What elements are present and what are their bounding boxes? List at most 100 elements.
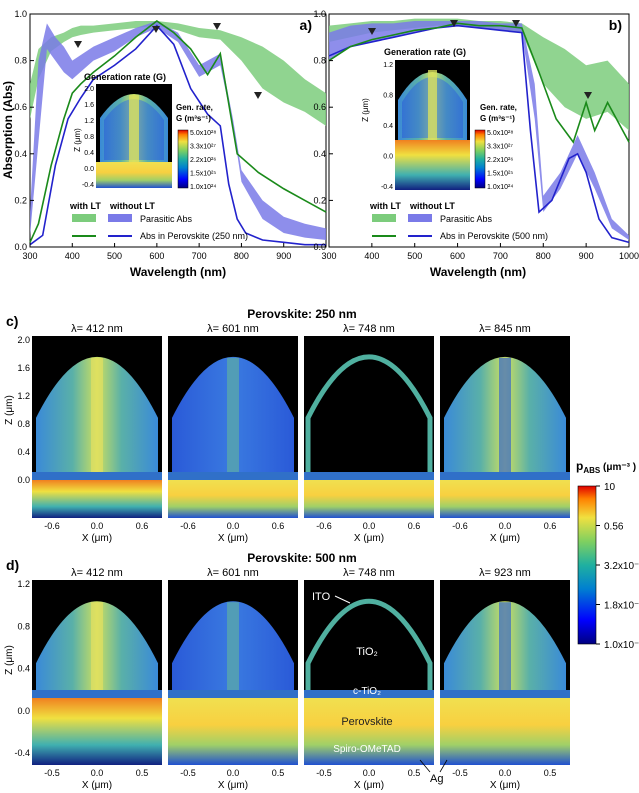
label-tio2: TiO₂ bbox=[356, 646, 378, 658]
ytick-label: 1.0 bbox=[313, 9, 326, 19]
map-xlabel: X (μm) bbox=[218, 780, 248, 791]
inset-ztick: 1.2 bbox=[383, 62, 393, 69]
legend-b-parasitic: Parasitic Abs bbox=[440, 214, 493, 224]
pabs-tick-label: 3.2x10⁻² bbox=[604, 561, 639, 572]
marker-triangle bbox=[152, 26, 160, 33]
panel-c-maps: λ= 412 nm -0.6 0.0 0.6 X (μm) λ= 601 nm -0.6 0.… bbox=[17, 323, 570, 544]
map-absorber-slab bbox=[304, 480, 434, 518]
map-ztick: 1.2 bbox=[17, 579, 30, 589]
map-ztick: 0.8 bbox=[17, 419, 30, 429]
map-xtick: 0.0 bbox=[363, 768, 376, 778]
legend-swatch-green-band bbox=[72, 214, 96, 222]
map-ztick: 0.0 bbox=[17, 706, 30, 716]
map-ctio2-layer bbox=[304, 472, 434, 480]
xtick-label: 800 bbox=[234, 251, 249, 261]
label-perovskite: Perovskite bbox=[341, 716, 392, 728]
inset-ztick: 2.0 bbox=[84, 86, 94, 93]
cbar-tick: 1.0x10²⁴ bbox=[190, 184, 216, 191]
legend-b-with-lt: with LT bbox=[369, 201, 401, 211]
legend-b-swatch-blue-band bbox=[408, 214, 432, 222]
map-ztick: 0.8 bbox=[17, 621, 30, 631]
map-xtick: -0.5 bbox=[180, 768, 196, 778]
pabs-tick-label: 1.0x10⁻⁴ bbox=[604, 640, 639, 651]
map-core bbox=[499, 357, 511, 480]
ytick-label: 0.4 bbox=[14, 149, 27, 159]
map-xlabel: X (μm) bbox=[354, 780, 384, 791]
map-xtick: -0.6 bbox=[452, 521, 468, 531]
legend-parasitic: Parasitic Abs bbox=[140, 214, 193, 224]
map-ztick: -0.4 bbox=[14, 748, 30, 758]
ytick-label: 0.4 bbox=[313, 149, 326, 159]
map-absorber-slab bbox=[440, 480, 570, 518]
map-ztick: 1.6 bbox=[17, 363, 30, 373]
map-xtick: 0.5 bbox=[272, 768, 285, 778]
inset-a-slab bbox=[96, 162, 172, 188]
map-wavelength-label: λ= 923 nm bbox=[479, 567, 531, 579]
map-xtick: -0.6 bbox=[180, 521, 196, 531]
panel-b-series bbox=[328, 18, 630, 244]
legend-swatch-blue-band bbox=[108, 214, 132, 222]
panel-b-xlabel: Wavelength (nm) bbox=[430, 265, 526, 279]
map-xtick: 0.5 bbox=[544, 768, 557, 778]
panel-c: c) Perovskite: 250 nm Z (μm) λ= 412 nm -0… bbox=[4, 307, 570, 544]
map-dome-shell bbox=[305, 354, 433, 483]
map-xtick: 0.5 bbox=[408, 768, 421, 778]
legend-abs-perov: Abs in Perovskite (250 nm) bbox=[140, 231, 248, 241]
pabs-title-sub: ABS bbox=[583, 466, 601, 475]
inset-a-cbar-title1: Gen. rate, bbox=[176, 103, 213, 112]
pabs-tick-label: 10 bbox=[604, 482, 616, 493]
pabs-title-unit: (μm⁻³ ) bbox=[600, 462, 636, 473]
map-core bbox=[91, 357, 103, 480]
map-ctio2-layer bbox=[304, 690, 434, 698]
inset-ztick: -0.4 bbox=[381, 184, 393, 191]
ito-pointer bbox=[334, 595, 351, 604]
map-absorber-slab bbox=[32, 480, 162, 518]
map-core bbox=[91, 602, 103, 698]
map-xtick: 0.0 bbox=[91, 521, 104, 531]
xtick-label: 600 bbox=[149, 251, 164, 261]
band-band-green-0 bbox=[30, 20, 326, 126]
xtick-label: 300 bbox=[22, 251, 37, 261]
panel-c-letter: c) bbox=[6, 313, 18, 329]
panel-a-legend: with LT without LT Parasitic Abs Abs in … bbox=[69, 201, 248, 241]
ytick-label: 0.8 bbox=[14, 56, 27, 66]
inset-b-slab bbox=[395, 140, 470, 190]
marker-triangle bbox=[584, 92, 592, 99]
cbar-tick: 1.5x10²⁵ bbox=[190, 171, 216, 178]
xtick-label: 700 bbox=[192, 251, 207, 261]
cbar-tick: 5.0x10²⁸ bbox=[487, 130, 513, 137]
ytick-label: 0.2 bbox=[14, 195, 27, 205]
panel-d-title: Perovskite: 500 nm bbox=[247, 551, 356, 565]
inset-ztick: 1.2 bbox=[84, 118, 94, 125]
marker-triangle bbox=[213, 23, 221, 30]
inset-a-hotspot bbox=[129, 95, 139, 162]
marker-triangle bbox=[74, 41, 82, 48]
inset-ztick: 0.4 bbox=[84, 150, 94, 157]
xtick-label: 500 bbox=[107, 251, 122, 261]
panel-b-inset: Generation rate (G) 1.2 0.8 0.4 0.0 -0.4 Z (… bbox=[361, 47, 517, 191]
xtick-label: 400 bbox=[65, 251, 80, 261]
marker-triangle bbox=[450, 20, 458, 27]
map-xlabel: X (μm) bbox=[490, 533, 520, 544]
map-ctio2-layer bbox=[32, 472, 162, 480]
map-xlabel: X (μm) bbox=[82, 533, 112, 544]
map-xtick: 0.0 bbox=[499, 521, 512, 531]
xtick-label: 900 bbox=[276, 251, 291, 261]
xtick-label: 400 bbox=[364, 251, 379, 261]
panel-a-ylabel: Absorption (Abs) bbox=[1, 81, 15, 179]
inset-a-axes: 2.0 1.6 1.2 0.8 0.4 0.0 -0.4 bbox=[82, 86, 94, 189]
map-wavelength-label: λ= 748 nm bbox=[343, 567, 395, 579]
inset-ztick: 0.8 bbox=[383, 93, 393, 100]
marker-triangle bbox=[368, 28, 376, 35]
pabs-colorbar-bar bbox=[577, 485, 597, 645]
pabs-tick-label: 0.56 bbox=[604, 522, 624, 533]
cbar-tick: 3.3x10²⁷ bbox=[487, 144, 513, 151]
map-absorber-slab bbox=[304, 698, 434, 765]
panel-d-letter: d) bbox=[6, 557, 19, 573]
panel-b-letter: b) bbox=[609, 17, 622, 33]
panel-a-axes: 0.0 0.2 0.4 0.6 0.8 1.0 300 400 500 600 700 800 900 bbox=[14, 9, 291, 261]
panel-b: 0.0 0.2 0.4 0.6 0.8 1.0 300 400 500 600 700 800 900 1… bbox=[313, 9, 639, 279]
inset-b-cbar-title1: Gen. rate, bbox=[480, 103, 517, 112]
